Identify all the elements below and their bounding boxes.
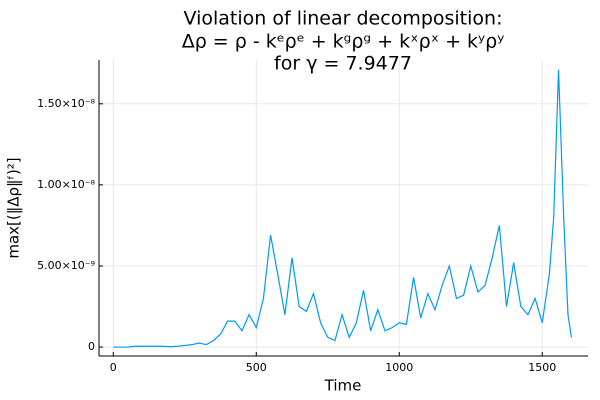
x-axis-label: Time	[324, 377, 362, 395]
chart-title: for γ = 7.9477	[274, 53, 412, 75]
x-tick-label: 0	[110, 361, 117, 374]
x-tick-label: 1500	[528, 361, 556, 374]
chart-title: Violation of linear decomposition:	[184, 8, 503, 30]
y-tick-label: 0	[88, 340, 95, 353]
line-series	[113, 69, 573, 348]
x-tick-label: 500	[246, 361, 267, 374]
y-tick-label: 5.00×10⁻⁹	[37, 259, 95, 272]
y-axis-label: max[(‖Δρ‖ᶠ)²]	[5, 157, 23, 258]
chart-title: Δρ = ρ - kᵉρᵉ + kᵍρᵍ + kˣρˣ + kʸρʸ	[182, 31, 505, 53]
y-tick-label: 1.50×10⁻⁸	[37, 97, 96, 110]
x-tick-label: 1000	[385, 361, 413, 374]
y-tick-label: 1.00×10⁻⁸	[37, 178, 96, 191]
